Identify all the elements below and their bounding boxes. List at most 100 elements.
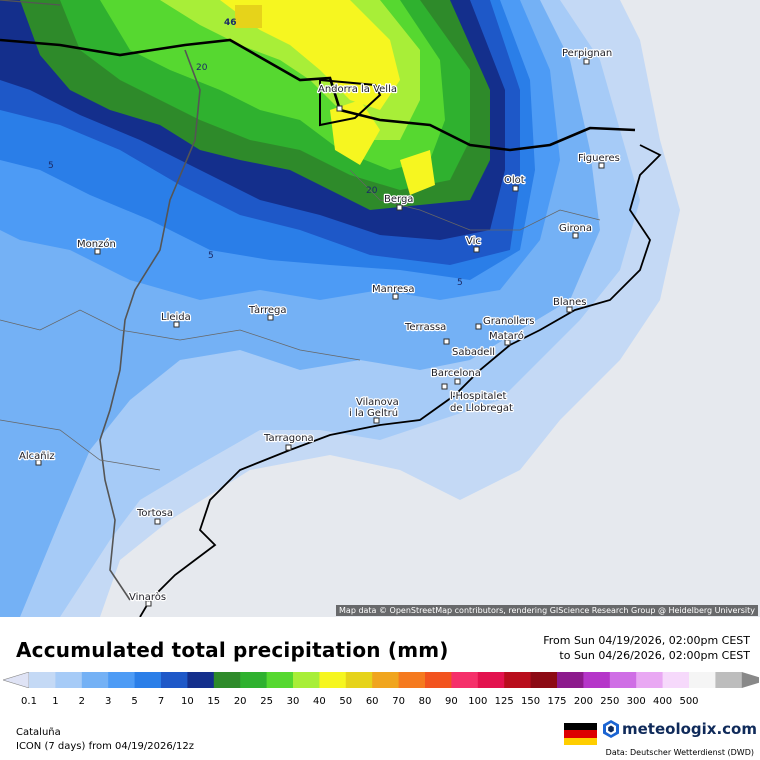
city-marker: [373, 417, 380, 424]
contour-label: 5: [457, 278, 463, 288]
city-marker: [94, 248, 101, 255]
scale-swatch: [372, 672, 400, 688]
city-label-hospitalet[interactable]: l'Hospitalet de Llobregat: [449, 390, 514, 415]
city-label-vilanova[interactable]: Vilanova i la Geltrú: [348, 396, 400, 420]
scale-tick-label: 7: [157, 696, 165, 707]
scale-swatch: [55, 672, 83, 688]
city-label-tarrega[interactable]: Tàrrega: [247, 303, 288, 317]
contour-label: 20: [366, 186, 378, 196]
city-label-blanes[interactable]: Blanes: [552, 296, 588, 309]
city-marker: [504, 339, 511, 346]
city-label-olot[interactable]: Olot: [503, 174, 526, 187]
scale-swatch: [187, 672, 215, 688]
city-label-alcaniz[interactable]: Alcañiz: [18, 450, 56, 463]
city-label-sabadell[interactable]: Sabadell: [451, 346, 496, 359]
city-label-tarragona[interactable]: Tarragona: [262, 432, 315, 445]
city-marker: [512, 185, 519, 192]
scale-swatch: [425, 672, 452, 688]
model-run-info: ICON (7 days) from 04/19/2026/12z: [16, 741, 195, 752]
scale-swatch: [477, 672, 505, 688]
city-label-tortosa[interactable]: Tortosa: [135, 507, 174, 520]
scale-tick-label: 200: [573, 696, 593, 707]
city-label-figueres[interactable]: Figueres: [577, 152, 621, 165]
scale-swatch: [504, 672, 532, 688]
scale-swatch: [557, 672, 584, 688]
scale-swatch: [636, 672, 664, 688]
date-range: From Sun 04/19/2026, 02:00pm CEST to Sun…: [543, 633, 750, 663]
date-from: From Sun 04/19/2026, 02:00pm CEST: [543, 634, 750, 647]
city-label-barcelona[interactable]: Barcelona: [430, 367, 482, 380]
scale-tick-label: 40: [313, 696, 326, 707]
scale-tick-label: 25: [260, 696, 273, 707]
contour-labels: 46 20 20 5 5 5: [48, 18, 463, 288]
data-source: Data: Deutscher Wetterdienst (DWD): [605, 748, 754, 757]
scale-tick-label: 20: [233, 696, 247, 707]
scale-arrow-low: [3, 672, 30, 688]
scale-swatch: [609, 672, 637, 688]
city-marker: [475, 323, 482, 330]
date-to: to Sun 04/26/2026, 02:00pm CEST: [559, 649, 750, 662]
contour-label: 5: [48, 161, 54, 171]
scale-arrow-high: [741, 672, 759, 688]
city-marker: [443, 338, 450, 345]
scale-tick-label: 100: [468, 696, 488, 707]
map-title: Accumulated total precipitation (mm): [16, 638, 449, 662]
scale-tick-label: 175: [547, 696, 567, 707]
scale-swatch: [345, 672, 373, 688]
legend-footer: Accumulated total precipitation (mm) Fro…: [0, 617, 760, 760]
scale-swatch: [134, 672, 162, 688]
city-marker: [267, 314, 274, 321]
city-label-terrassa[interactable]: Terrassa: [403, 321, 448, 334]
scale-tick-label: 0.1: [21, 696, 37, 707]
city-label-lleida[interactable]: Lleida: [160, 311, 192, 324]
city-marker: [566, 306, 573, 313]
city-label-granollers[interactable]: Granollers: [482, 315, 536, 328]
city-label-berga[interactable]: Berga: [383, 193, 415, 206]
city-marker: [285, 444, 292, 451]
scale-swatch: [266, 672, 294, 688]
city-label-mataro[interactable]: Mataró: [488, 329, 525, 343]
scale-tick-label: 250: [600, 696, 620, 707]
city-marker: [154, 518, 161, 525]
scale-swatch: [689, 672, 716, 688]
city-marker: [473, 246, 480, 253]
scale-swatch: [715, 672, 743, 688]
scale-tick-label: 10: [181, 696, 194, 707]
city-marker: [392, 293, 399, 300]
scale-tick-label: 500: [679, 696, 699, 707]
contour-label: 46: [224, 18, 237, 28]
city-label-manresa[interactable]: Manresa: [371, 283, 416, 296]
scale-tick-label: 30: [286, 696, 300, 707]
city-marker: [441, 383, 448, 390]
scale-swatch: [319, 672, 347, 688]
scale-tick-label: 150: [521, 696, 541, 707]
city-label-vic[interactable]: Vic: [465, 235, 482, 248]
scale-swatch: [213, 672, 241, 688]
scale-swatch: [530, 672, 558, 688]
city-marker: [572, 232, 579, 239]
scale-swatch: [293, 672, 320, 688]
city-label-perpignan[interactable]: Perpignan: [561, 47, 614, 60]
contour-label: 5: [208, 251, 214, 261]
scale-tick-label: 3: [105, 696, 112, 707]
region-name: Cataluña: [16, 727, 61, 738]
scale-swatch: [398, 672, 426, 688]
logo-text: meteologix.com: [622, 720, 757, 738]
germany-flag-icon: [564, 723, 597, 745]
city-label-monzon[interactable]: Monzón: [76, 237, 117, 251]
city-label-andorra[interactable]: Andorra la Vella: [317, 83, 398, 96]
city-label-vinaros[interactable]: Vinaròs: [128, 590, 167, 604]
map-attribution[interactable]: Map data © OpenStreetMap contributors, r…: [336, 605, 758, 616]
city-label-girona[interactable]: Girona: [558, 222, 593, 235]
color-scale-bar: [3, 672, 759, 688]
precipitation-map[interactable]: 46 20 20 5 5 5 Perpignan Andorra la Vell…: [0, 0, 760, 617]
contour-label: 20: [196, 63, 208, 73]
scale-swatch: [583, 672, 611, 688]
scale-swatch: [108, 672, 136, 688]
city-markers: Perpignan Andorra la Vella Figueres Olot…: [18, 47, 621, 607]
scale-swatch: [161, 672, 188, 688]
scale-tick-label: 50: [339, 696, 353, 707]
scale-tick-label: 300: [626, 696, 646, 707]
scale-tick-label: 2: [78, 696, 85, 707]
meteologix-logo[interactable]: meteologix.com: [603, 720, 757, 738]
